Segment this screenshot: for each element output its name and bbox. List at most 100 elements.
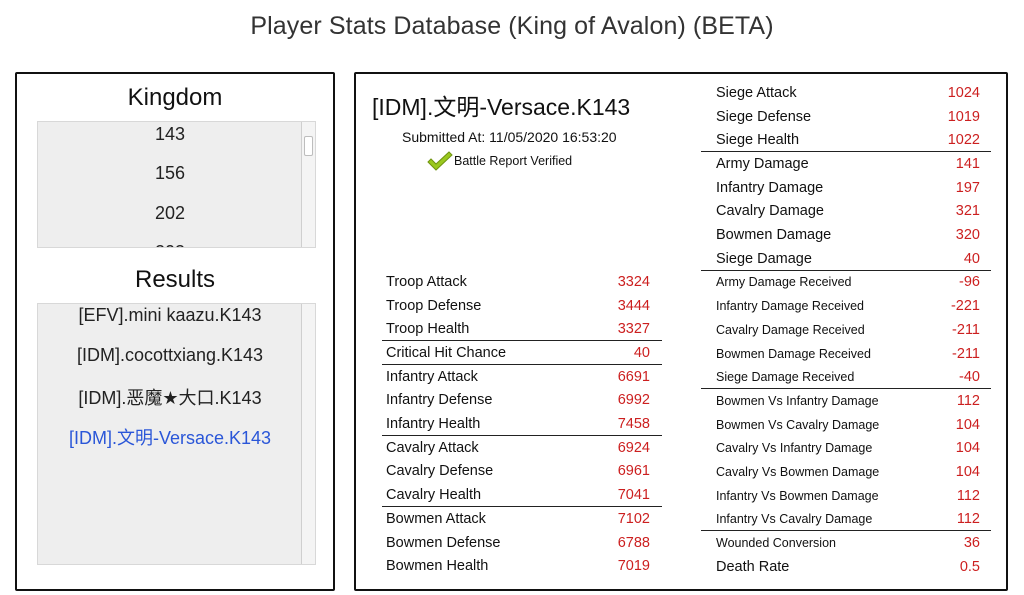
stat-row: Cavalry Damage 321 [714,200,982,224]
stat-value: 3324 [617,273,650,290]
stat-value: -221 [950,298,980,315]
stat-row: Siege Defense 1019 [714,105,982,129]
section-divider [382,363,662,365]
stat-label: Critical Hit Chance [386,344,507,361]
stat-label: Siege Damage [716,250,812,267]
stat-row: Siege Damage Received -40 [714,365,982,389]
results-title: Results [134,266,216,293]
kingdom-listbox[interactable]: 143 156 202 203 [37,121,316,248]
stat-label: Infantry Defense [386,392,493,409]
stat-label: Infantry Damage Received [716,299,864,314]
stat-label: Troop Health [386,321,470,338]
stat-value: -96 [959,274,980,291]
stat-label: Infantry Vs Bowmen Damage [716,488,879,503]
stat-row: Bowmen Attack 7102 [384,507,652,531]
stat-label: Bowmen Vs Infantry Damage [716,393,879,408]
stat-row: Troop Health 3327 [384,317,652,341]
stat-row: Infantry Health 7458 [384,412,652,436]
stat-value: 40 [633,344,650,361]
stat-row: Infantry Vs Cavalry Damage 112 [714,508,982,532]
stat-label: Army Damage [716,155,809,172]
stat-value: 141 [955,155,980,172]
stat-value: 6924 [617,439,650,456]
stat-row: Siege Attack 1024 [714,81,982,105]
stat-value: 112 [956,487,980,504]
stat-label: Siege Health [716,132,800,149]
stat-value: 36 [963,535,980,552]
stat-value: 1019 [947,108,980,125]
stat-label: Bowmen Damage Received [716,346,871,361]
kingdom-scroll-thumb[interactable] [304,136,313,156]
kingdom-option[interactable]: 156 [154,163,186,183]
stat-row: Cavalry Attack 6924 [384,436,652,460]
stat-label: Bowmen Vs Cavalry Damage [716,417,880,432]
stat-label: Siege Attack [716,84,797,101]
verified-badge: Battle Report Verified [426,150,572,172]
stat-value: -211 [952,321,980,338]
kingdom-option[interactable]: 143 [154,124,186,144]
stat-label: Wounded Conversion [716,536,836,551]
submitted-timestamp: Submitted At: 11/05/2020 16:53:20 [402,129,617,145]
result-option[interactable]: [IDM].恶魔★大口.K143 [78,388,262,408]
stat-value: 7458 [617,416,650,433]
stat-label: Cavalry Health [386,487,482,504]
stat-value: 3444 [617,297,650,314]
stat-value: 320 [955,227,980,244]
stat-row: Infantry Attack 6691 [384,365,652,389]
stat-row: Troop Defense 3444 [384,294,652,318]
results-listbox[interactable]: [EFV].mini kaazu.K143 [IDM].cocottxiang.… [37,303,316,565]
stat-label: Bowmen Defense [386,534,501,551]
stat-value: 112 [956,511,980,528]
stat-row: Death Rate 0.5 [714,555,982,579]
stat-value: 112 [956,392,980,409]
section-divider [382,506,662,507]
stat-value: 6992 [617,392,650,409]
section-divider [382,434,662,436]
checkmark-icon [427,151,453,171]
stat-row: Bowmen Damage Received -211 [714,342,982,366]
stat-label: Cavalry Attack [386,439,479,456]
stat-row: Bowmen Damage 320 [714,223,982,247]
results-scrollbar[interactable] [301,304,315,564]
stat-value: 6961 [617,463,650,480]
stat-row: Cavalry Vs Infantry Damage 104 [714,437,982,461]
stat-row: Army Damage Received -96 [714,271,982,295]
kingdom-option[interactable]: 203 [38,242,302,247]
stat-row: Bowmen Vs Infantry Damage 112 [714,389,982,413]
stat-label: Cavalry Defense [386,463,494,480]
stat-row: Infantry Damage 197 [714,176,982,200]
stat-label: Infantry Attack [386,368,478,385]
stat-value: -211 [952,345,980,362]
stat-label: Bowmen Attack [386,510,486,527]
result-option[interactable]: [IDM].cocottxiang.K143 [76,345,264,365]
stat-row: Bowmen Defense 6788 [384,531,652,555]
result-option[interactable]: [EFV].mini kaazu.K143 [78,305,262,325]
kingdom-scrollbar[interactable] [301,122,315,247]
stat-row: Cavalry Damage Received -211 [714,318,982,342]
stat-value: 104 [955,416,980,433]
stat-label: Bowmen Damage [716,227,832,244]
stat-row: Cavalry Vs Bowmen Damage 104 [714,460,982,484]
stat-value: 7102 [617,510,650,527]
stat-value: 6691 [617,368,650,385]
stat-value: -40 [959,369,980,386]
stat-label: Cavalry Damage [716,203,824,220]
kingdom-option[interactable]: 202 [154,203,186,223]
kingdom-title: Kingdom [127,84,223,111]
result-option-selected[interactable]: [IDM].文明-Versace.K143 [68,428,272,448]
stat-value: 1024 [947,84,980,101]
stat-label: Troop Attack [386,273,467,290]
stat-label: Death Rate [716,558,790,575]
stat-row: Wounded Conversion 36 [714,531,982,555]
stat-row: Siege Health 1022 [714,128,982,152]
stat-value: 6788 [617,534,650,551]
stat-value: 197 [955,179,980,196]
section-divider [701,269,991,271]
stat-label: Cavalry Vs Infantry Damage [716,441,873,456]
section-divider [701,388,991,390]
player-name: [IDM].文明-Versace.K143 [372,94,631,120]
stat-label: Bowmen Health [386,558,489,575]
section-divider [701,151,991,153]
stat-row: Army Damage 141 [714,152,982,176]
stat-label: Cavalry Damage Received [716,322,865,337]
